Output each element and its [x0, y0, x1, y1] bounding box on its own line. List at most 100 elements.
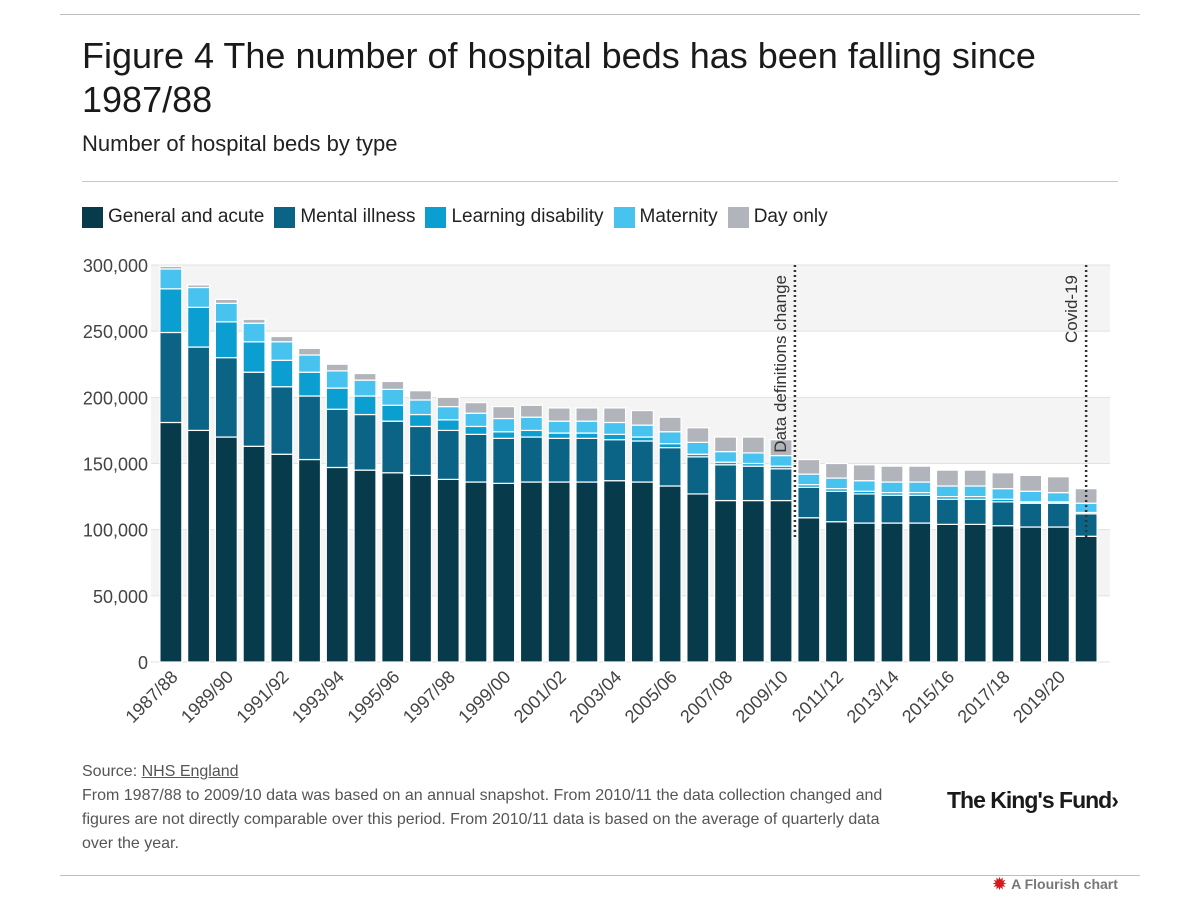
bar-segment: 1997/98 Maternity: 10000 [436, 405, 460, 421]
bar-segment: 2013/14 Mental illness: 21000 [880, 494, 904, 524]
bar-segment: 1999/00 Day only: 9000 [492, 405, 516, 420]
bar-segment: 2008/09 Mental illness: 26000 [741, 465, 765, 502]
bar-segment: 1995/96 General and acute: 143000 [381, 472, 405, 663]
bar-segment: 2017/18 Day only: 12000 [991, 472, 1015, 490]
bar-segment: 2010/11 Mental illness: 23000 [797, 486, 821, 519]
bar-segment: 1997/98 Mental illness: 37000 [436, 429, 460, 480]
y-tick-label: 0 [138, 653, 148, 673]
bar-segment: 1999/00 Maternity: 10000 [492, 417, 516, 433]
legend-label: Mental illness [300, 206, 416, 227]
x-tick-label: 1991/92 [232, 667, 292, 727]
bar-segment: 2010/11 Maternity: 8000 [797, 473, 821, 486]
x-tick-label: 2019/20 [1009, 667, 1069, 727]
bar-segment: 2002/03 Learning disability: 4000 [575, 432, 599, 439]
legend-item[interactable]: Maternity [613, 206, 718, 228]
bar-segment: 2007/08 Day only: 11000 [714, 436, 738, 453]
bar-segment: 2010/11 Day only: 11000 [797, 458, 821, 475]
bar-segment: 2012/13 Mental illness: 22000 [852, 493, 876, 524]
y-tick-label: 100,000 [83, 521, 148, 541]
bar-segment: 1996/97 Mental illness: 37000 [408, 425, 433, 477]
x-tick-label: 2003/04 [565, 667, 625, 727]
bar-segment: 2014/15 Day only: 12000 [908, 465, 932, 483]
bar-segment: 2009/10 Maternity: 8000 [769, 454, 793, 467]
legend-item[interactable]: Mental illness [274, 206, 415, 228]
bar-segment: 1998/99 Mental illness: 36000 [464, 433, 488, 483]
bar-segment: 2012/13 Day only: 12000 [852, 464, 876, 482]
bar-segment: 2015/16 General and acute: 104000 [935, 523, 960, 663]
bar-segment: 1987/88 Learning disability: 33000 [159, 288, 183, 334]
x-tick-label: 2015/16 [898, 667, 958, 727]
x-tick-label: 1997/98 [399, 667, 459, 727]
bar-segment: 2012/13 Maternity: 8000 [852, 480, 876, 492]
bar-segment: 1990/91 General and acute: 163000 [242, 445, 266, 663]
bar-segment: 1994/95 Learning disability: 14000 [353, 395, 377, 416]
bar-segment: 1992/93 Learning disability: 18000 [297, 371, 322, 397]
bar-segment: 2014/15 General and acute: 105000 [908, 522, 932, 663]
bar-segment: 2000/01 Day only: 9000 [519, 404, 543, 418]
bar-segment: 2016/17 Day only: 12000 [963, 469, 987, 487]
bar-segment: 1991/92 Mental illness: 51000 [270, 386, 294, 455]
bar-segment: 2017/18 Mental illness: 18000 [991, 501, 1015, 527]
bar-segment: 2003/04 Maternity: 9000 [603, 421, 627, 435]
bar-segment: 2007/08 Maternity: 8000 [714, 450, 738, 463]
bar-segment: 1992/93 Day only: 5000 [297, 347, 322, 356]
bar-segment: 1988/89 Maternity: 15000 [187, 286, 211, 308]
grid-band [151, 331, 1110, 398]
bar-segment: 2005/06 Maternity: 9000 [658, 431, 682, 445]
bar-segment: 1987/88 Maternity: 15000 [159, 268, 183, 290]
bar-segment: 1994/95 Day only: 5000 [353, 372, 377, 381]
x-tick-label: 2005/06 [621, 667, 681, 727]
x-tick-label: 1993/94 [288, 667, 348, 727]
bar-segment: 1996/97 Learning disability: 9000 [408, 413, 433, 428]
legend: General and acute Mental illness Learning … [82, 206, 838, 228]
bar-segment: 1993/94 General and acute: 147000 [325, 466, 349, 663]
annotation-label: Covid-19 [1062, 275, 1081, 343]
bar-segment: 1998/99 Learning disability: 6000 [464, 425, 488, 435]
bar-segment: 1999/00 Mental illness: 34000 [492, 437, 516, 484]
bar-segment: 1993/94 Maternity: 13000 [325, 370, 349, 389]
bar-segment: 2002/03 Day only: 10000 [575, 407, 599, 422]
kings-fund-logo[interactable]: The King's Fund› [947, 787, 1119, 813]
x-tick-label: 1989/90 [177, 667, 237, 727]
bar-segment: 2001/02 Maternity: 9000 [547, 420, 571, 434]
bar-segment: 2017/18 Maternity: 8000 [991, 488, 1015, 500]
bar-segment: 1991/92 Learning disability: 20000 [270, 359, 294, 388]
chart-footer: Source: NHS England From 1987/88 to 2009… [82, 760, 902, 856]
bar-segment: 2001/02 Day only: 10000 [547, 407, 571, 422]
bar-segment: 1993/94 Mental illness: 44000 [325, 408, 349, 469]
bar-segment: 2004/05 Day only: 11000 [630, 409, 654, 426]
x-tick-label: 2011/12 [788, 667, 847, 726]
bar-segment: 2016/17 Maternity: 8000 [963, 485, 987, 498]
bar-segment: 2011/12 General and acute: 106000 [824, 521, 849, 663]
bar-segment: 1999/00 General and acute: 135000 [492, 482, 516, 663]
legend-item[interactable]: Learning disability [425, 206, 604, 228]
bar-segment: 2012/13 General and acute: 105000 [852, 522, 876, 663]
bar-segment: 1998/99 Day only: 8000 [464, 402, 488, 414]
bar-segment: 1994/95 Mental illness: 42000 [353, 413, 377, 471]
bar-segment: 2013/14 General and acute: 105000 [880, 522, 904, 663]
bar-segment: 2001/02 Learning disability: 4000 [547, 432, 571, 439]
bar-segment: 1993/94 Learning disability: 16000 [325, 387, 349, 410]
legend-item[interactable]: Day only [727, 206, 828, 228]
bar-segment: 1992/93 Mental illness: 48000 [297, 395, 322, 461]
x-tick-label: 1999/00 [454, 667, 514, 727]
bar-segment: 2003/04 Learning disability: 4000 [603, 433, 627, 441]
bar-segment: 2014/15 Mental illness: 21000 [908, 494, 932, 524]
legend-item[interactable]: General and acute [82, 206, 264, 228]
bar-segment: 2002/03 Maternity: 9000 [575, 420, 599, 434]
source-link[interactable]: NHS England [141, 763, 239, 780]
bar-segment: 1988/89 Learning disability: 30000 [187, 306, 211, 348]
flourish-credit[interactable]: ✹ A Flourish chart [992, 875, 1118, 893]
bar-segment: 1997/98 Day only: 7000 [436, 396, 460, 408]
legend-swatch [613, 206, 635, 228]
bar-segment: 1998/99 Maternity: 10000 [464, 412, 488, 428]
bar-segment: 1990/91 Learning disability: 23000 [242, 341, 266, 373]
bar-segment: 1988/89 Day only: 2000 [187, 284, 211, 289]
legend-swatch [82, 206, 103, 228]
bar-segment: 2007/08 General and acute: 122000 [714, 499, 738, 663]
bar-segment: 1991/92 General and acute: 157000 [270, 453, 294, 663]
bar-segment: 2000/01 Maternity: 10000 [519, 416, 543, 432]
bar-segment: 1988/89 Mental illness: 63000 [187, 346, 211, 432]
bar-segment: 2017/18 General and acute: 103000 [991, 525, 1015, 663]
bar-chart: 0 50,000 100,000 150,000 200,000 250,000 300,0… [83, 256, 1110, 727]
